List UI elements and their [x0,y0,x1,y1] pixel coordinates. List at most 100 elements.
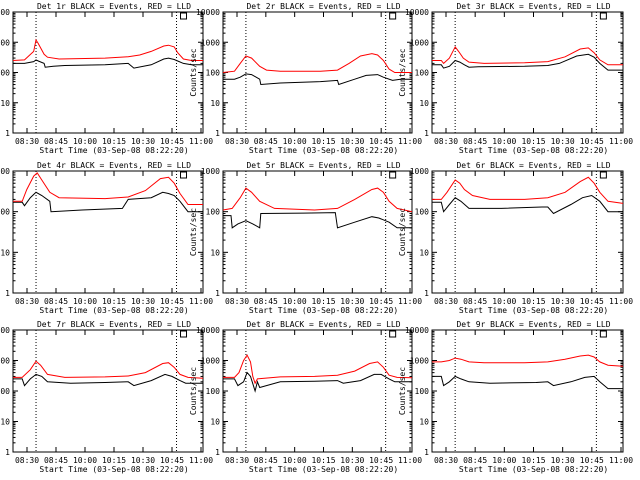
series-line-lld [222,53,412,73]
plot-frame [431,11,624,134]
y-tick-label: 100 [206,208,221,217]
plot-frame [12,170,204,294]
y-tick-label: 10000 [0,326,10,335]
panel-title: Det 9r BLACK = Events, RED = LLD [456,320,610,329]
y-axis-label: Counts/sec [189,208,198,256]
x-tick-label: 10:45 [580,456,604,465]
y-tick-label: 1000 [410,38,429,47]
x-tick-label: 10:30 [131,297,155,306]
series-line-lld [223,354,413,385]
x-tick-label: 08:45 [254,137,278,146]
panel-det-4: Det 4r BLACK = Events, RED = LLD 1 10 100 10… [0,161,213,315]
y-tick-label: 100 [206,387,221,396]
y-tick-label: 10 [210,248,220,257]
x-tick-label: 10:45 [369,297,393,306]
y-tick-label: 1 [5,289,10,298]
panel-det-5: Det 5r BLACK = Events, RED = LLD 1 10 100 10… [189,161,422,315]
legend-box-marker [389,12,397,20]
x-axis-label: Start Time (03-Sep-08 08:22:20) [459,146,608,155]
plot-frame [222,170,413,294]
y-tick-label: 1000 [0,38,10,47]
y-tick-label: 100 [0,387,10,396]
panel-title: Det 4r BLACK = Events, RED = LLD [37,161,191,170]
x-tick-label: 11:00 [398,297,422,306]
x-tick-label: 08:45 [463,137,487,146]
panel-title: Det 6r BLACK = Events, RED = LLD [456,161,610,170]
x-tick-label: 08:45 [44,137,68,146]
x-tick-label: 10:30 [551,137,575,146]
x-tick-label: 10:00 [73,137,97,146]
x-tick-label: 08:30 [15,456,39,465]
x-axis-label: Start Time (03-Sep-08 08:22:20) [249,465,398,474]
x-axis-label: Start Time (03-Sep-08 08:22:20) [39,306,188,315]
y-tick-label: 10000 [405,326,429,335]
y-tick-label: 1 [215,129,220,138]
x-tick-label: 08:30 [434,297,458,306]
x-tick-label: 10:30 [340,297,364,306]
x-tick-label: 08:30 [225,137,249,146]
y-tick-label: 1 [424,289,429,298]
x-tick-label: 10:15 [102,137,126,146]
x-tick-label: 08:45 [254,297,278,306]
x-tick-label: 10:00 [492,137,516,146]
series-line-events [223,73,412,86]
plot-frame [222,329,413,453]
x-tick-label: 10:15 [311,456,335,465]
x-tick-label: 11:00 [189,297,213,306]
y-tick-label: 10 [210,99,220,108]
legend-box-marker [389,330,397,338]
x-tick-label: 10:30 [131,137,155,146]
y-tick-label: 1000 [201,357,220,366]
y-tick-label: 10000 [196,326,220,335]
x-axis-label: Start Time (03-Sep-08 08:22:20) [39,146,188,155]
x-tick-label: 10:45 [160,297,184,306]
y-tick-label: 10000 [0,8,10,17]
y-tick-label: 1 [215,448,220,457]
panel-title: Det 7r BLACK = Events, RED = LLD [37,320,191,329]
panel-title: Det 8r BLACK = Events, RED = LLD [246,320,400,329]
x-tick-label: 10:00 [73,456,97,465]
x-tick-label: 08:45 [44,456,68,465]
x-tick-label: 10:45 [580,137,604,146]
x-tick-label: 10:00 [492,456,516,465]
x-tick-label: 08:30 [15,297,39,306]
x-tick-label: 10:15 [521,456,545,465]
series-line-lld [12,38,203,61]
x-tick-label: 08:30 [434,137,458,146]
x-tick-label: 08:45 [44,297,68,306]
y-tick-label: 1 [424,129,429,138]
panel-title: Det 5r BLACK = Events, RED = LLD [246,161,400,170]
legend-box-marker [599,12,607,20]
x-tick-label: 10:45 [580,297,604,306]
y-tick-label: 10000 [196,8,220,17]
panel-det-9: Det 9r BLACK = Events, RED = LLD 1 10 100 10… [398,320,633,474]
y-tick-label: 10 [0,248,10,257]
y-tick-label: 100 [415,387,430,396]
y-tick-label: 1000 [201,38,220,47]
panel-det-8: Det 8r BLACK = Events, RED = LLD 1 10 100 10… [189,320,422,474]
series-line-events [13,191,203,213]
panel-det-6: Det 6r BLACK = Events, RED = LLD 1 10 100 10… [398,161,633,315]
x-axis-label: Start Time (03-Sep-08 08:22:20) [249,146,398,155]
y-tick-label: 10 [0,418,10,427]
series-line-lld [432,176,624,204]
y-tick-label: 1 [5,129,10,138]
panel-title: Det 3r BLACK = Events, RED = LLD [456,2,610,11]
y-tick-label: 1 [215,289,220,298]
y-tick-label: 100 [0,69,10,78]
x-tick-label: 10:45 [160,456,184,465]
series-line-events [432,375,623,390]
y-tick-label: 10 [419,248,429,257]
y-tick-label: 100 [415,69,430,78]
x-tick-label: 10:30 [551,297,575,306]
x-tick-label: 08:45 [254,456,278,465]
series-line-lld [13,172,203,205]
series-line-events [13,373,203,387]
x-tick-label: 08:30 [15,137,39,146]
x-tick-label: 10:30 [340,456,364,465]
series-line-events [223,212,412,229]
x-tick-label: 11:00 [609,456,633,465]
x-tick-label: 08:30 [225,456,249,465]
series-line-events [223,371,412,393]
x-axis-label: Start Time (03-Sep-08 08:22:20) [459,306,608,315]
